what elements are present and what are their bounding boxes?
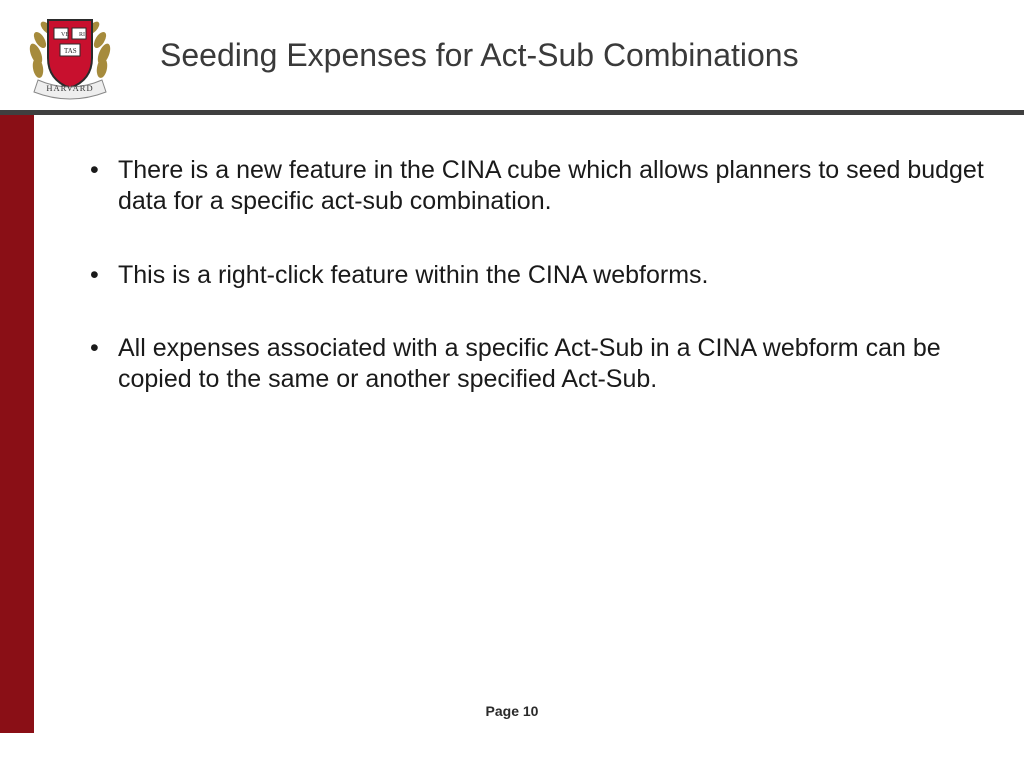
slide-title: Seeding Expenses for Act-Sub Combination… — [160, 37, 799, 74]
slide-header: VE RI TAS HARVARD Seeding Expenses for A… — [0, 0, 1024, 110]
left-accent-bar — [0, 115, 34, 733]
list-item: This is a right-click feature within the… — [90, 260, 994, 291]
svg-text:HARVARD: HARVARD — [46, 83, 93, 93]
svg-text:VE: VE — [61, 32, 69, 38]
page-number: Page 10 — [0, 703, 1024, 719]
slide-body: There is a new feature in the CINA cube … — [0, 115, 1024, 733]
bullet-list: There is a new feature in the CINA cube … — [90, 155, 994, 395]
harvard-logo: VE RI TAS HARVARD — [20, 10, 120, 100]
content-area: There is a new feature in the CINA cube … — [90, 155, 994, 437]
svg-text:RI: RI — [79, 32, 85, 38]
slide: VE RI TAS HARVARD Seeding Expenses for A… — [0, 0, 1024, 768]
list-item: All expenses associated with a specific … — [90, 333, 994, 396]
list-item: There is a new feature in the CINA cube … — [90, 155, 994, 218]
svg-text:TAS: TAS — [64, 47, 77, 55]
